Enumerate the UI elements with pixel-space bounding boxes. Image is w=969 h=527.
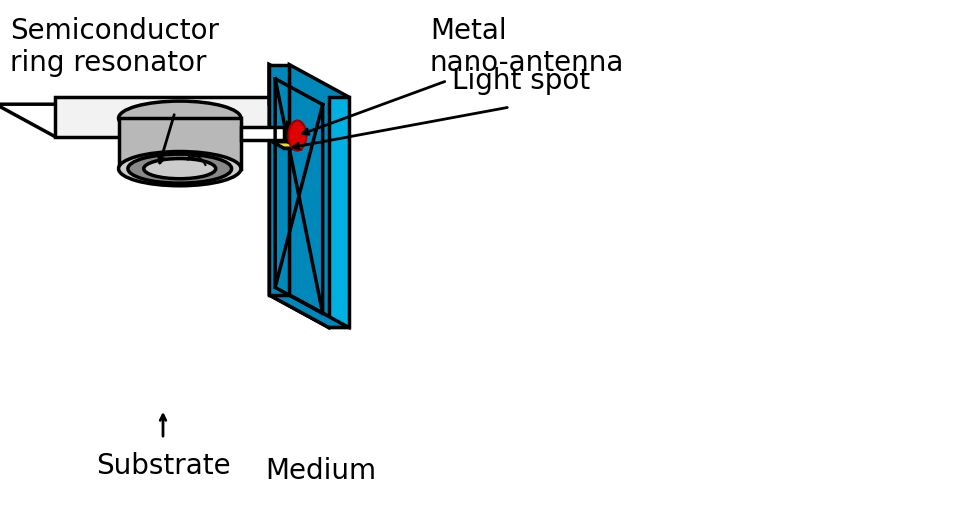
Ellipse shape [118, 151, 241, 186]
Ellipse shape [289, 121, 306, 151]
Polygon shape [290, 65, 349, 327]
Text: Medium: Medium [266, 457, 376, 485]
Polygon shape [269, 65, 290, 295]
Text: Substrate: Substrate [96, 452, 231, 480]
Polygon shape [269, 295, 349, 327]
Ellipse shape [143, 159, 216, 179]
Polygon shape [269, 65, 328, 327]
Polygon shape [118, 118, 241, 169]
Polygon shape [0, 104, 328, 136]
Polygon shape [241, 127, 295, 140]
Text: Light spot: Light spot [453, 66, 590, 94]
Text: Semiconductor
ring resonator: Semiconductor ring resonator [10, 17, 219, 77]
Polygon shape [288, 123, 299, 148]
Polygon shape [269, 65, 328, 136]
Ellipse shape [118, 101, 241, 135]
Text: Metal
nano-antenna: Metal nano-antenna [430, 17, 624, 77]
Polygon shape [55, 97, 328, 136]
Polygon shape [284, 130, 299, 148]
Polygon shape [328, 97, 349, 327]
Polygon shape [272, 142, 299, 148]
Ellipse shape [128, 154, 232, 183]
